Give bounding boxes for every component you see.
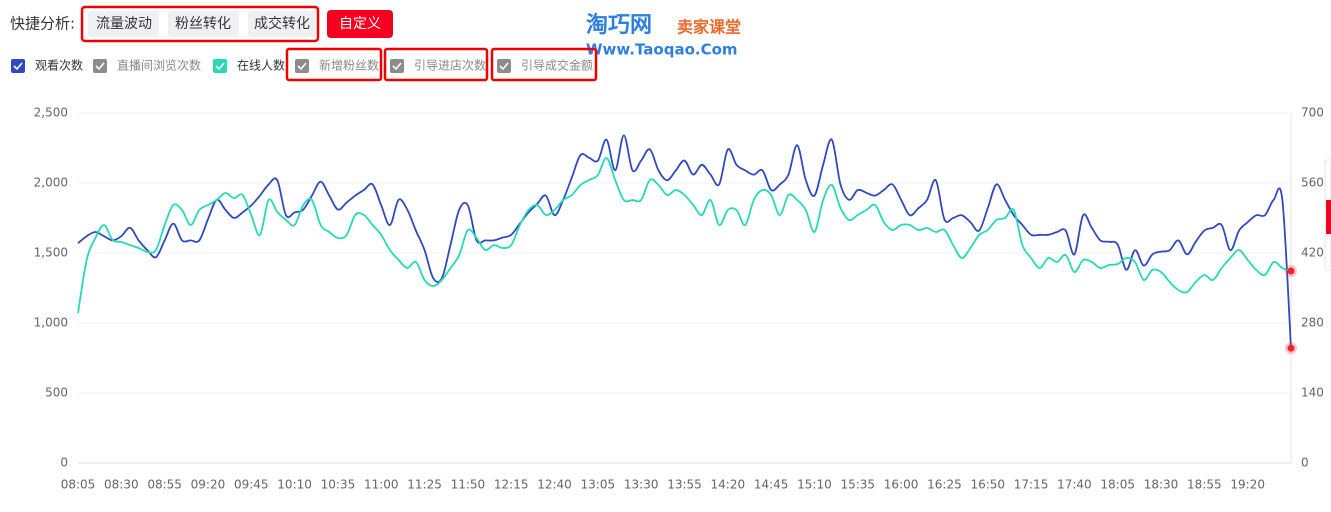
series-line	[77, 134, 1292, 349]
x-tick-label: 16:00	[884, 478, 919, 492]
y-tick-label: 2,000	[34, 176, 68, 190]
custom-button-bg[interactable]	[327, 10, 393, 38]
legend-checkbox[interactable]	[213, 59, 227, 73]
x-tick-label: 12:40	[537, 478, 572, 492]
legend-check	[499, 62, 509, 71]
y-tick-label: 1,500	[34, 246, 68, 260]
quick-button[interactable]: 粉丝转化	[175, 16, 231, 32]
x-tick-label: 14:20	[711, 478, 746, 492]
end-marker	[1287, 344, 1295, 352]
highlight-box	[383, 47, 489, 82]
x-tick-label: 13:05	[581, 478, 616, 492]
x-tick-label: 18:05	[1100, 478, 1135, 492]
x-tick-label: 15:35	[840, 478, 875, 492]
x-tick-label: 10:10	[277, 478, 312, 492]
legend-check	[215, 62, 225, 71]
highlight-box	[490, 47, 598, 82]
x-tick-label: 08:05	[61, 478, 96, 492]
x-tick-label: 15:10	[797, 478, 832, 492]
y2-tick-label: 280	[1301, 316, 1324, 330]
x-tick-label: 09:45	[234, 478, 269, 492]
end-marker	[1287, 267, 1295, 275]
x-tick-label: 19:20	[1230, 478, 1265, 492]
highlight-box	[80, 5, 320, 43]
x-tick-label: 14:45	[754, 478, 789, 492]
highlight-box	[285, 47, 383, 82]
legend-checkbox[interactable]	[93, 59, 107, 73]
quick-button-bg[interactable]	[248, 11, 316, 37]
y2-tick-label: 420	[1301, 246, 1324, 260]
custom-button[interactable]: 自定义	[339, 16, 381, 32]
y-tick-label: 2,500	[34, 106, 68, 120]
side-panel-tab[interactable]	[1326, 200, 1331, 234]
legend-checkbox[interactable]	[497, 59, 511, 73]
x-tick-label: 16:50	[970, 478, 1005, 492]
legend-check	[297, 62, 307, 71]
quick-button-bg[interactable]	[168, 11, 239, 37]
quick-button[interactable]: 流量波动	[96, 16, 152, 32]
y2-tick-label: 700	[1301, 106, 1324, 120]
y2-tick-label: 560	[1301, 176, 1324, 190]
x-tick-label: 11:25	[407, 478, 442, 492]
legend-label[interactable]: 引导进店次数	[414, 58, 486, 73]
x-tick-label: 13:30	[624, 478, 659, 492]
x-tick-label: 18:30	[1144, 478, 1179, 492]
x-tick-label: 17:15	[1014, 478, 1049, 492]
x-tick-label: 08:30	[104, 478, 139, 492]
x-tick-label: 11:00	[364, 478, 399, 492]
x-tick-label: 10:35	[321, 478, 356, 492]
watermark-course: 卖家课堂	[677, 18, 741, 37]
legend-check	[13, 62, 23, 71]
quick-button-bg[interactable]	[88, 11, 159, 37]
y-tick-label: 500	[45, 386, 68, 400]
x-tick-label: 18:55	[1187, 478, 1222, 492]
x-tick-label: 12:15	[494, 478, 529, 492]
legend-label[interactable]: 引导成交金额	[521, 58, 593, 73]
legend-label[interactable]: 新增粉丝数	[319, 58, 379, 73]
y-tick-label: 0	[60, 456, 68, 470]
x-tick-label: 17:40	[1057, 478, 1092, 492]
legend-label[interactable]: 观看次数	[35, 58, 83, 73]
watermark-brand: 淘巧网	[586, 12, 652, 38]
legend-label[interactable]: 在线人数	[237, 58, 285, 73]
quick-button[interactable]: 成交转化	[254, 15, 310, 32]
x-tick-label: 16:25	[927, 478, 962, 492]
legend-check	[392, 62, 402, 71]
x-tick-label: 09:20	[191, 478, 226, 492]
x-tick-label: 13:55	[667, 478, 702, 492]
legend-checkbox[interactable]	[390, 59, 404, 73]
watermark-url: Www.Taoqao.Com	[586, 41, 738, 59]
legend-checkbox[interactable]	[11, 59, 25, 73]
y-tick-label: 1,000	[34, 316, 68, 330]
quick-label: 快捷分析:	[10, 15, 75, 33]
x-tick-label: 08:55	[147, 478, 182, 492]
y2-tick-label: 140	[1301, 386, 1324, 400]
legend-label[interactable]: 直播间浏览次数	[117, 58, 201, 73]
x-tick-label: 11:50	[451, 478, 486, 492]
y2-tick-label: 0	[1301, 456, 1309, 470]
legend-checkbox[interactable]	[295, 59, 309, 73]
legend-check	[95, 62, 105, 71]
series-line	[77, 157, 1292, 314]
